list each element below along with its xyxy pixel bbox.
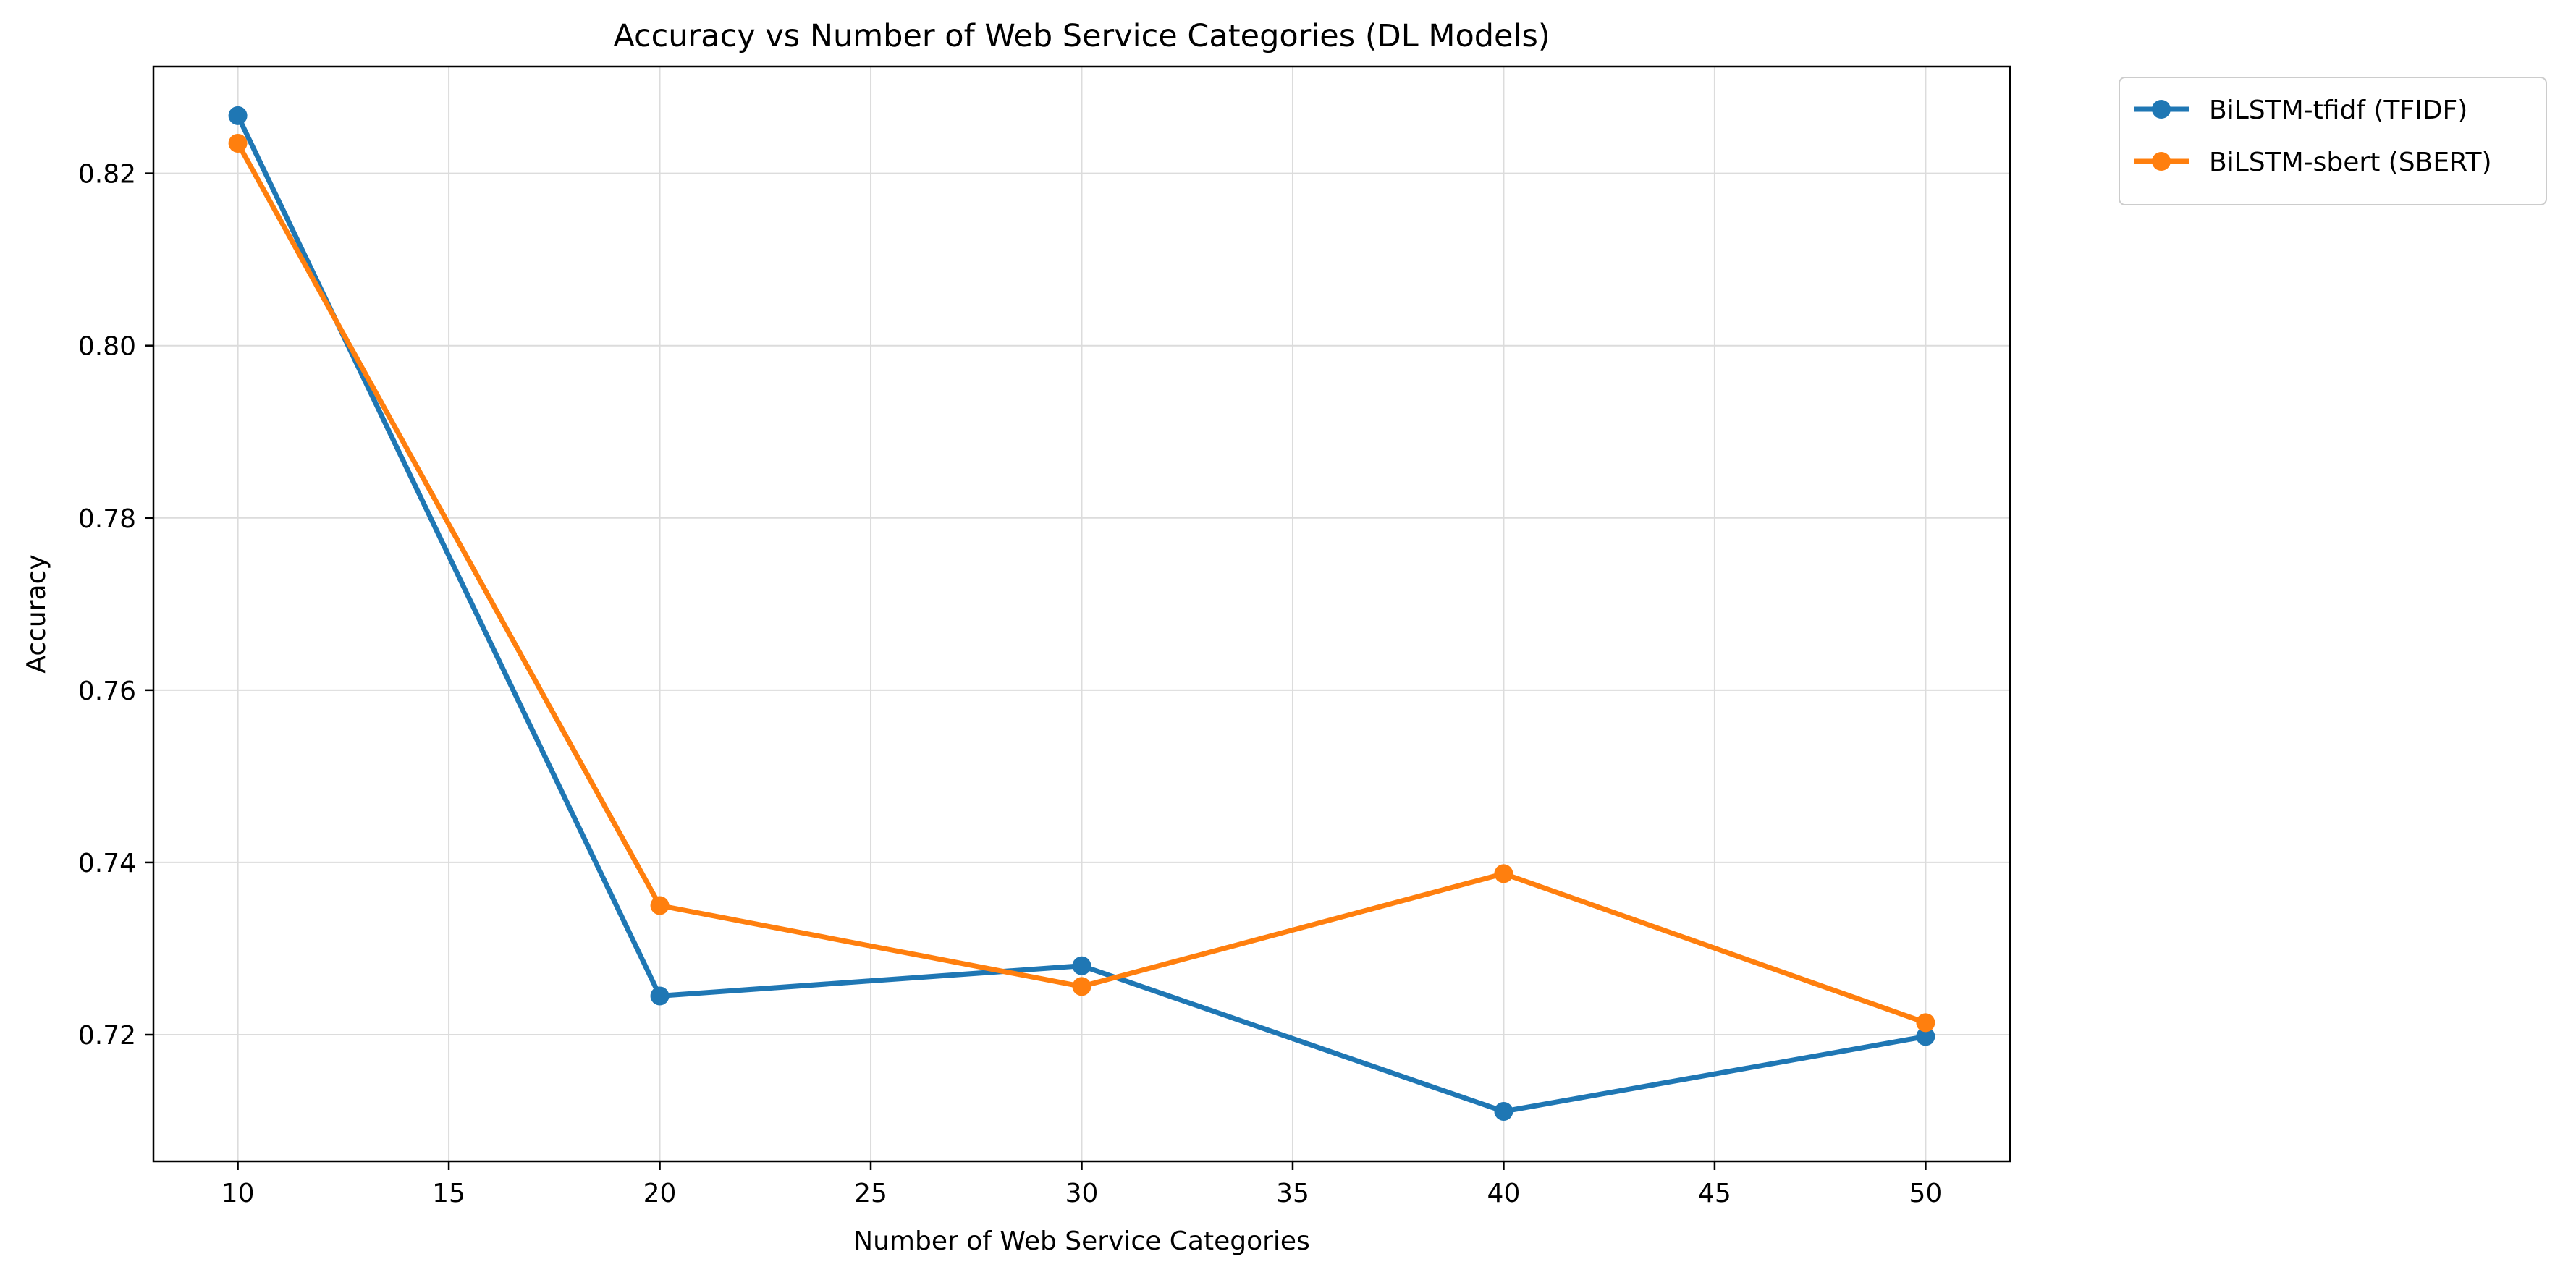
series-1 xyxy=(228,106,1935,1121)
x-tick-label: 10 xyxy=(221,1179,255,1208)
chart-title: Accuracy vs Number of Web Service Catego… xyxy=(613,18,1550,54)
y-tick-label: 0.82 xyxy=(78,160,136,190)
x-tick-label: 40 xyxy=(1487,1179,1521,1208)
y-axis-label: Accuracy xyxy=(22,554,51,673)
y-tick-label: 0.72 xyxy=(78,1021,136,1051)
x-tick-label: 50 xyxy=(1909,1179,1943,1208)
y-tick-label: 0.80 xyxy=(78,332,136,362)
data-point xyxy=(650,986,670,1006)
series-2 xyxy=(228,133,1935,1033)
data-point xyxy=(1072,977,1091,996)
legend-entry-1: BiLSTM-tfidf (TFIDF) xyxy=(2134,96,2467,125)
y-tick-label: 0.74 xyxy=(78,849,136,878)
legend-frame xyxy=(2119,77,2547,205)
axis-ticks: 10 15 20 25 30 35 40 45 50 0.72 0.74 0.76 0.78 0.80 0.… xyxy=(78,160,1942,1208)
data-point xyxy=(1494,864,1513,883)
x-tick-label: 25 xyxy=(854,1179,887,1208)
x-axis-label: Number of Web Service Categories xyxy=(853,1226,1310,1256)
x-tick-label: 20 xyxy=(643,1179,677,1208)
data-point xyxy=(228,133,248,153)
legend-label: BiLSTM-tfidf (TFIDF) xyxy=(2209,96,2467,125)
data-point xyxy=(1494,1101,1513,1121)
legend: BiLSTM-tfidf (TFIDF) BiLSTM-sbert (SBERT) xyxy=(2119,77,2547,205)
x-tick-label: 35 xyxy=(1276,1179,1309,1208)
data-point xyxy=(228,106,248,125)
y-tick-label: 0.76 xyxy=(78,677,136,706)
series-layer xyxy=(228,106,1935,1121)
y-tick-label: 0.78 xyxy=(78,504,136,534)
data-point xyxy=(1072,956,1091,975)
legend-entry-2: BiLSTM-sbert (SBERT) xyxy=(2134,148,2492,177)
legend-marker xyxy=(2152,100,2171,119)
data-point xyxy=(650,896,670,915)
data-point xyxy=(1916,1013,1935,1033)
x-tick-label: 45 xyxy=(1698,1179,1731,1208)
data-point xyxy=(1916,1027,1935,1046)
x-tick-label: 30 xyxy=(1065,1179,1099,1208)
grid xyxy=(153,67,2010,1161)
x-tick-label: 15 xyxy=(432,1179,465,1208)
legend-marker xyxy=(2152,152,2171,171)
legend-label: BiLSTM-sbert (SBERT) xyxy=(2209,148,2492,177)
